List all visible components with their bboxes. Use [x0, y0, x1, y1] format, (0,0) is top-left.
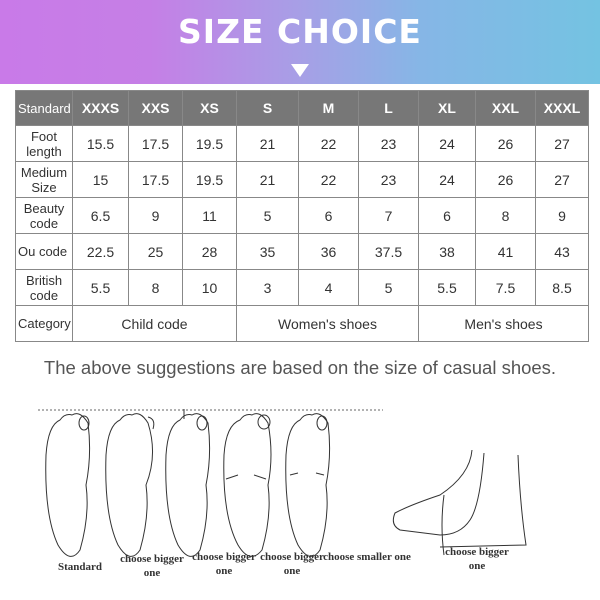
size-cell: 24: [418, 161, 476, 198]
size-cell: 26: [475, 161, 536, 198]
size-cell: 22.5: [72, 233, 129, 270]
row-label: Ou code: [15, 233, 73, 270]
table-row: British code 5.5 8 10 3 4 5 5.5 7.5 8.5: [15, 269, 589, 306]
size-cell: 28: [182, 233, 237, 270]
header-size: L: [358, 90, 419, 126]
size-cell: 4: [298, 269, 359, 306]
size-cell: 15: [72, 161, 129, 198]
size-cell: 22: [298, 125, 359, 162]
size-cell: 7: [358, 197, 419, 234]
caption-high-instep: choose bigger one: [445, 546, 509, 572]
size-cell: 5: [236, 197, 299, 234]
size-cell: 23: [358, 125, 419, 162]
foot-wide-icon: [223, 413, 272, 557]
size-cell: 5.5: [72, 269, 129, 306]
banner-title: SIZE CHOICE: [178, 12, 422, 51]
foot-long-toe-icon: [165, 409, 211, 557]
header-size: XXXS: [72, 90, 129, 126]
size-cell: 17.5: [128, 125, 183, 162]
size-cell: 19.5: [182, 125, 237, 162]
size-cell: 9: [128, 197, 183, 234]
header-size: XXS: [128, 90, 183, 126]
size-cell: 21: [236, 125, 299, 162]
row-label: Foot length: [15, 125, 73, 162]
header-size: XXL: [475, 90, 536, 126]
table-row: Medium Size 15 17.5 19.5 21 22 23 24 26 27: [15, 161, 589, 198]
size-cell: 5.5: [418, 269, 476, 306]
header-size: XS: [182, 90, 237, 126]
row-label: Medium Size: [15, 161, 73, 198]
header-size: XL: [418, 90, 476, 126]
header-standard: Standard: [15, 90, 73, 126]
caption-narrow: choose smaller one: [323, 551, 411, 563]
size-cell: 35: [236, 233, 299, 270]
size-cell: 19.5: [182, 161, 237, 198]
sizing-note: The above suggestions are based on the s…: [43, 357, 557, 378]
size-cell: 8: [128, 269, 183, 306]
size-cell: 24: [418, 125, 476, 162]
category-child: Child code: [72, 305, 237, 342]
header-size: XXXL: [535, 90, 589, 126]
down-triangle-icon: [291, 64, 309, 77]
size-cell: 8: [475, 197, 536, 234]
size-cell: 10: [182, 269, 237, 306]
size-cell: 21: [236, 161, 299, 198]
size-cell: 6: [418, 197, 476, 234]
size-cell: 3: [236, 269, 299, 306]
size-table: Standard XXXS XXS XS S M L XL XXL XXXL F…: [15, 90, 589, 342]
size-cell: 7.5: [475, 269, 536, 306]
size-cell: 27: [535, 125, 589, 162]
row-label: Beauty code: [15, 197, 73, 234]
foot-narrow-icon: [285, 413, 331, 557]
row-label: British code: [15, 269, 73, 306]
size-cell: 6.5: [72, 197, 129, 234]
size-choice-banner: SIZE CHOICE: [0, 0, 600, 84]
size-cell: 26: [475, 125, 536, 162]
caption-wide: choose bigger one: [260, 551, 324, 577]
table-row: Ou code 22.5 25 28 35 36 37.5 38 41 43: [15, 233, 589, 270]
size-cell: 17.5: [128, 161, 183, 198]
size-cell: 11: [182, 197, 237, 234]
table-row: Beauty code 6.5 9 11 5 6 7 6 8 9: [15, 197, 589, 234]
size-cell: 37.5: [358, 233, 419, 270]
size-cell: 27: [535, 161, 589, 198]
size-cell: 15.5: [72, 125, 129, 162]
category-row: Category Child code Women's shoes Men's …: [15, 305, 589, 342]
foot-standard-icon: [45, 413, 91, 557]
feet-illustration: [38, 409, 527, 557]
size-cell: 5: [358, 269, 419, 306]
category-men: Men's shoes: [418, 305, 589, 342]
table-row: Foot length 15.5 17.5 19.5 21 22 23 24 26 27: [15, 125, 589, 162]
foot-high-instep-icon: [392, 449, 527, 556]
header-size: S: [236, 90, 299, 126]
size-cell: 22: [298, 161, 359, 198]
size-cell: 41: [475, 233, 536, 270]
category-women: Women's shoes: [236, 305, 419, 342]
header-row: Standard XXXS XXS XS S M L XL XXL XXXL: [15, 90, 589, 126]
category-label: Category: [15, 305, 73, 342]
caption-bunion: choose bigger one: [120, 553, 184, 579]
size-cell: 38: [418, 233, 476, 270]
size-cell: 43: [535, 233, 589, 270]
caption-standard: Standard: [57, 561, 103, 573]
header-size: M: [298, 90, 359, 126]
size-cell: 36: [298, 233, 359, 270]
size-cell: 9: [535, 197, 589, 234]
foot-bunion-icon: [105, 413, 155, 557]
size-cell: 25: [128, 233, 183, 270]
size-cell: 23: [358, 161, 419, 198]
size-cell: 8.5: [535, 269, 589, 306]
foot-shape-guide: Standard choose bigger one choose bigger…: [0, 395, 600, 595]
caption-long-toe: choose bigger one: [192, 551, 256, 577]
size-cell: 6: [298, 197, 359, 234]
